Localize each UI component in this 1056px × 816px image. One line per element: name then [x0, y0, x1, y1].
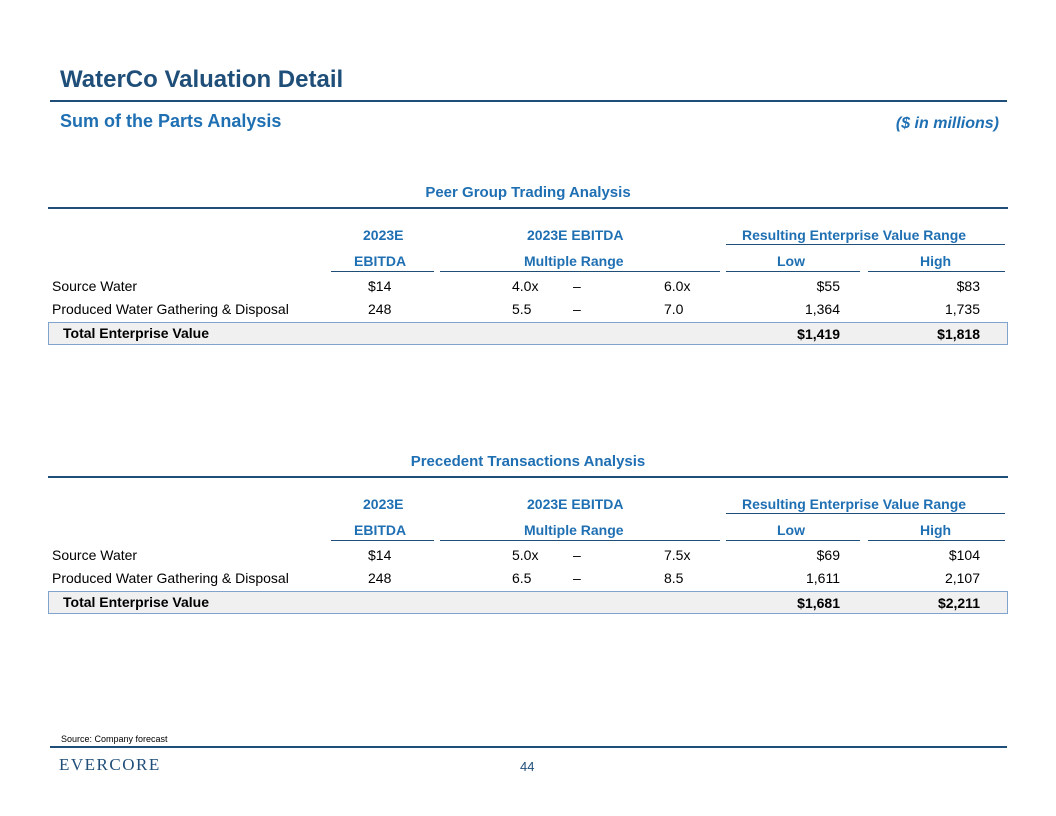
section-title: Peer Group Trading Analysis [425, 184, 631, 201]
ebitda-header-line1: 2023E [363, 496, 404, 512]
low-underline [726, 540, 860, 541]
row-multiple-low: 6.5 [512, 570, 532, 586]
peer-group-section: Peer Group Trading Analysis 2023E EBITDA… [48, 182, 1008, 345]
ev-range-underline [726, 244, 1005, 245]
units-note: ($ in millions) [895, 115, 999, 132]
total-ev-low: $1,419 [797, 326, 840, 342]
total-label: Total Enterprise Value [63, 325, 210, 341]
total-row: Total Enterprise Value $1,419 $1,818 [48, 322, 1008, 345]
row-ev-high: $104 [948, 547, 980, 563]
row-ev-low: 1,364 [804, 301, 840, 317]
table-row: Source Water $14 5.0x – 7.5x $69 $104 [48, 544, 1008, 567]
total-row: Total Enterprise Value $1,681 $2,211 [48, 591, 1008, 614]
page-number: 44 [520, 759, 535, 774]
section-title: Precedent Transactions Analysis [410, 453, 646, 470]
ebitda-header-line2: EBITDA [354, 253, 407, 269]
high-underline [868, 540, 1005, 541]
high-header: High [920, 522, 952, 538]
row-ebitda: $14 [368, 547, 392, 563]
row-multiple-low: 4.0x [512, 278, 539, 294]
ebitda-header-line1: 2023E [363, 227, 404, 243]
multiple-header-line2: Multiple Range [524, 522, 624, 538]
row-multiple-high: 7.5x [664, 547, 691, 563]
row-ev-high: 2,107 [944, 570, 980, 586]
table-row: Source Water $14 4.0x – 6.0x $55 $83 [48, 275, 1008, 298]
source-note: Source: Company forecast [61, 734, 168, 744]
row-multiple-low: 5.0x [512, 547, 539, 563]
row-ebitda: 248 [368, 570, 392, 586]
row-ev-low: $55 [816, 278, 840, 294]
high-header: High [920, 253, 952, 269]
row-multiple-low: 5.5 [512, 301, 532, 317]
multiple-header-line1: 2023E EBITDA [527, 227, 624, 243]
ebitda-underline [331, 540, 434, 541]
multiple-header-line2: Multiple Range [524, 253, 624, 269]
section-divider [48, 207, 1008, 209]
row-ev-low: 1,611 [806, 570, 840, 586]
row-ebitda: $14 [368, 278, 392, 294]
column-headers: 2023E EBITDA 2023E EBITDA Multiple Range… [48, 209, 1008, 275]
low-header: Low [777, 253, 805, 269]
column-headers: 2023E EBITDA 2023E EBITDA Multiple Range… [48, 478, 1008, 544]
ev-range-underline [726, 513, 1005, 514]
total-ev-low: $1,681 [797, 595, 840, 611]
ev-range-header: Resulting Enterprise Value Range [742, 496, 967, 512]
page-subtitle: Sum of the Parts Analysis [60, 111, 282, 131]
row-multiple-high: 8.5 [664, 570, 684, 586]
multiple-underline [440, 271, 720, 272]
total-ev-high: $1,818 [937, 326, 980, 342]
high-underline [868, 271, 1005, 272]
page-title: WaterCo Valuation Detail [60, 66, 344, 93]
row-multiple-high: 7.0 [664, 301, 684, 317]
table-row: Produced Water Gathering & Disposal 248 … [48, 567, 1008, 590]
footer-divider [50, 746, 1007, 748]
multiple-underline [440, 540, 720, 541]
evercore-logo: EVERCORE [59, 755, 161, 774]
multiple-header-line1: 2023E EBITDA [527, 496, 624, 512]
low-header: Low [777, 522, 805, 538]
row-dash: – [573, 547, 581, 563]
table-row: Produced Water Gathering & Disposal 248 … [48, 298, 1008, 321]
precedent-transactions-section: Precedent Transactions Analysis 2023E EB… [48, 451, 1008, 614]
row-ev-high: 1,735 [944, 301, 980, 317]
low-underline [726, 271, 860, 272]
total-ev-high: $2,211 [937, 595, 980, 611]
ebitda-underline [331, 271, 434, 272]
row-multiple-high: 6.0x [664, 278, 691, 294]
row-label: Source Water [52, 278, 138, 294]
title-divider [50, 100, 1007, 102]
row-dash: – [573, 570, 581, 586]
row-label: Produced Water Gathering & Disposal [52, 301, 289, 317]
row-dash: – [573, 278, 581, 294]
row-ev-high: $83 [956, 278, 980, 294]
row-ev-low: $69 [816, 547, 840, 563]
ev-range-header: Resulting Enterprise Value Range [742, 227, 967, 243]
row-label: Source Water [52, 547, 138, 563]
row-dash: – [573, 301, 581, 317]
total-label: Total Enterprise Value [63, 594, 210, 610]
row-ebitda: 248 [368, 301, 392, 317]
section-divider [48, 476, 1008, 478]
row-label: Produced Water Gathering & Disposal [52, 570, 289, 586]
ebitda-header-line2: EBITDA [354, 522, 407, 538]
